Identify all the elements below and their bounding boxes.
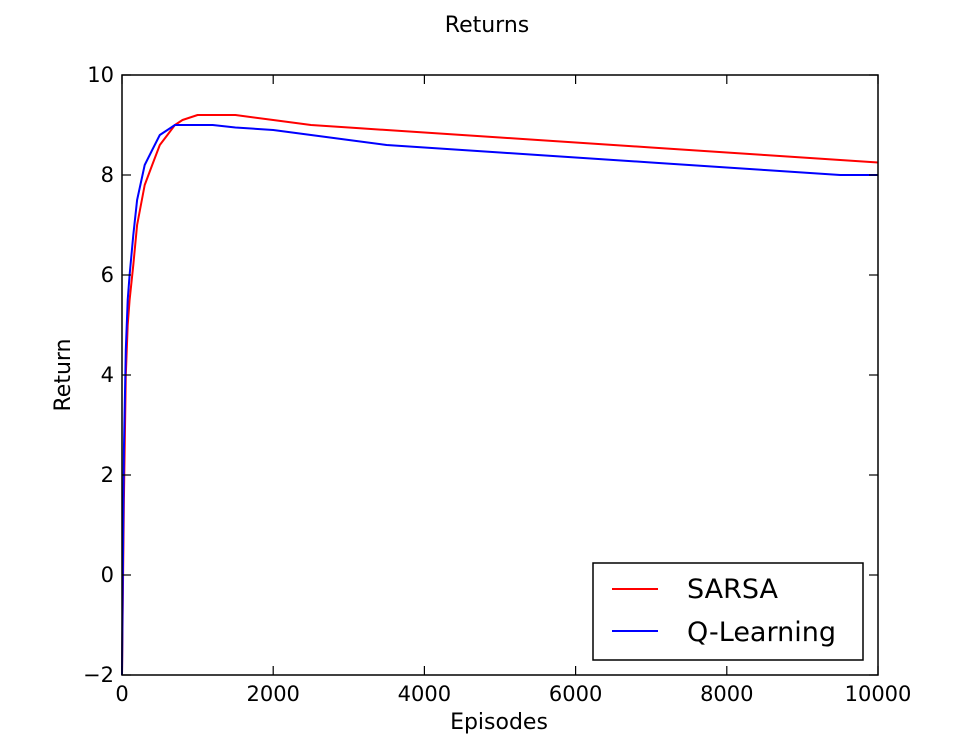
series-line-sarsa xyxy=(121,114,879,676)
y-tick-label: 10 xyxy=(87,63,114,87)
x-tick-label: 4000 xyxy=(398,682,451,706)
legend-label-sarsa: SARSA xyxy=(687,574,779,605)
y-tick-label: 2 xyxy=(101,463,114,487)
y-tick-label: 4 xyxy=(101,363,114,387)
x-tick-label: 10000 xyxy=(845,682,912,706)
chart-title: Returns xyxy=(445,13,529,38)
x-axis-label: Episodes xyxy=(450,710,548,735)
plot-frame xyxy=(121,74,879,676)
legend: SARSA Q-Learning xyxy=(592,562,864,661)
legend-frame xyxy=(592,562,864,661)
x-tick-label: 8000 xyxy=(700,682,753,706)
y-tick-label: 0 xyxy=(101,563,114,587)
x-tick-label: 6000 xyxy=(549,682,602,706)
x-tick-label: 0 xyxy=(115,682,128,706)
x-tick-label: 2000 xyxy=(246,682,299,706)
series-line-q-learning xyxy=(121,124,878,676)
y-axis-label: Return xyxy=(51,338,76,411)
y-tick-label: 8 xyxy=(101,163,114,187)
y-tick-label: −2 xyxy=(83,663,114,687)
series-layer xyxy=(121,114,879,676)
legend-label-q-learning: Q-Learning xyxy=(687,617,836,648)
y-tick-label: 6 xyxy=(101,263,114,287)
